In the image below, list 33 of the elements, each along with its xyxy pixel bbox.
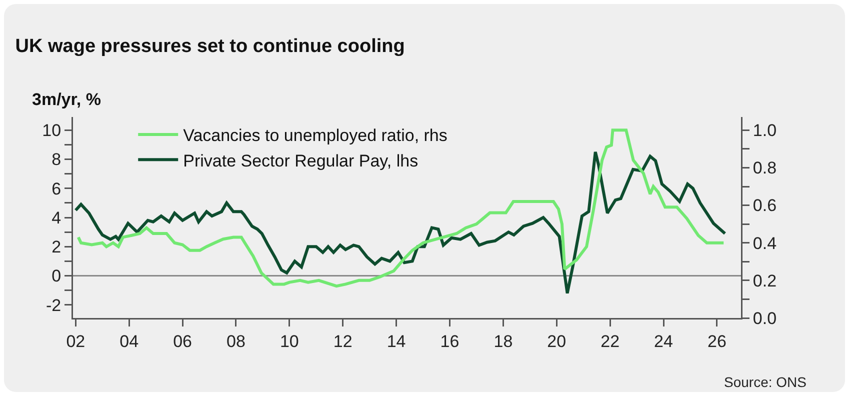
y2-tick-label: 1.0 [752,121,777,140]
x-tick-label: 08 [226,332,246,351]
y-tick-label: 10 [42,121,62,140]
y-tick-label: 8 [52,150,62,170]
line-series [76,128,726,288]
y2-tick-label: 0.0 [752,308,777,328]
y2-tick-label: 0.8 [752,158,777,178]
line-series [74,150,726,295]
y2-tick-label: 0.2 [752,271,777,290]
legend-label: Private Sector Regular Pay, lhs [183,151,418,170]
x-tick-label: 06 [173,332,192,351]
x-tick-label: 20 [547,332,566,351]
x-tick-label: 24 [654,332,673,351]
chart-title: UK wage pressures set to continue cooling [15,36,405,58]
x-tick-label: 16 [440,332,460,351]
x-tick-label: 14 [386,332,406,351]
source-note: Source: ONS [724,374,806,390]
y2-tick-label: 0.6 [752,196,777,216]
y-tick-label: 6 [52,179,62,198]
x-tick-label: 18 [494,332,513,351]
x-tick-label: 04 [120,332,139,351]
x-tick-label: 22 [600,332,620,351]
x-tick-label: 10 [280,332,299,351]
y-tick-label: 4 [52,208,62,228]
x-tick-label: 12 [333,332,352,351]
x-tick-label: 02 [66,332,86,351]
y2-tick-label: 0.4 [752,234,777,253]
y-axis-title: 3m/yr, % [32,90,101,109]
legend-label: Vacancies to unemployed ratio, rhs [183,126,448,146]
y-tick-label: 0 [52,266,62,286]
y-tick-label: 2 [52,238,62,257]
x-tick-label: 26 [707,332,726,351]
y-tick-label: -2 [46,296,62,315]
